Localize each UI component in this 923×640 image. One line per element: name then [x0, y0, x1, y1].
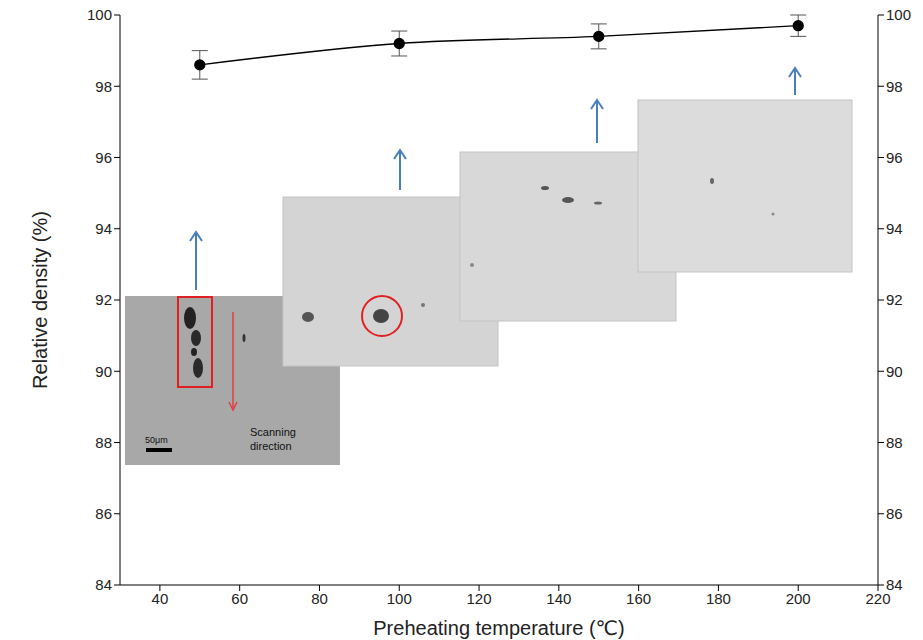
svg-text:90: 90: [886, 363, 903, 380]
svg-text:96: 96: [886, 149, 903, 166]
svg-text:200: 200: [786, 590, 811, 607]
svg-text:100: 100: [387, 590, 412, 607]
svg-text:84: 84: [95, 576, 112, 593]
svg-text:88: 88: [886, 434, 903, 451]
svg-text:40: 40: [152, 590, 169, 607]
svg-text:140: 140: [546, 590, 571, 607]
svg-text:100: 100: [87, 6, 112, 23]
svg-text:94: 94: [95, 220, 112, 237]
svg-text:80: 80: [311, 590, 328, 607]
svg-text:120: 120: [467, 590, 492, 607]
svg-text:Relative density (%): Relative density (%): [29, 211, 51, 389]
svg-text:Scanningdirection: Scanningdirection: [250, 426, 296, 452]
svg-text:92: 92: [886, 291, 903, 308]
svg-text:50μm: 50μm: [145, 435, 168, 445]
svg-text:180: 180: [706, 590, 731, 607]
svg-text:60: 60: [231, 590, 248, 607]
svg-text:94: 94: [886, 220, 903, 237]
svg-text:90: 90: [95, 363, 112, 380]
svg-text:86: 86: [886, 505, 903, 522]
svg-text:98: 98: [886, 78, 903, 95]
svg-text:96: 96: [95, 149, 112, 166]
svg-text:160: 160: [626, 590, 651, 607]
svg-text:220: 220: [865, 589, 891, 607]
svg-text:86: 86: [95, 505, 112, 522]
svg-text:Preheating temperature (℃): Preheating temperature (℃): [373, 617, 624, 639]
svg-text:100: 100: [886, 6, 911, 23]
svg-text:88: 88: [95, 434, 112, 451]
svg-text:98: 98: [95, 78, 112, 95]
svg-text:92: 92: [95, 291, 112, 308]
svg-text:84: 84: [886, 576, 903, 593]
